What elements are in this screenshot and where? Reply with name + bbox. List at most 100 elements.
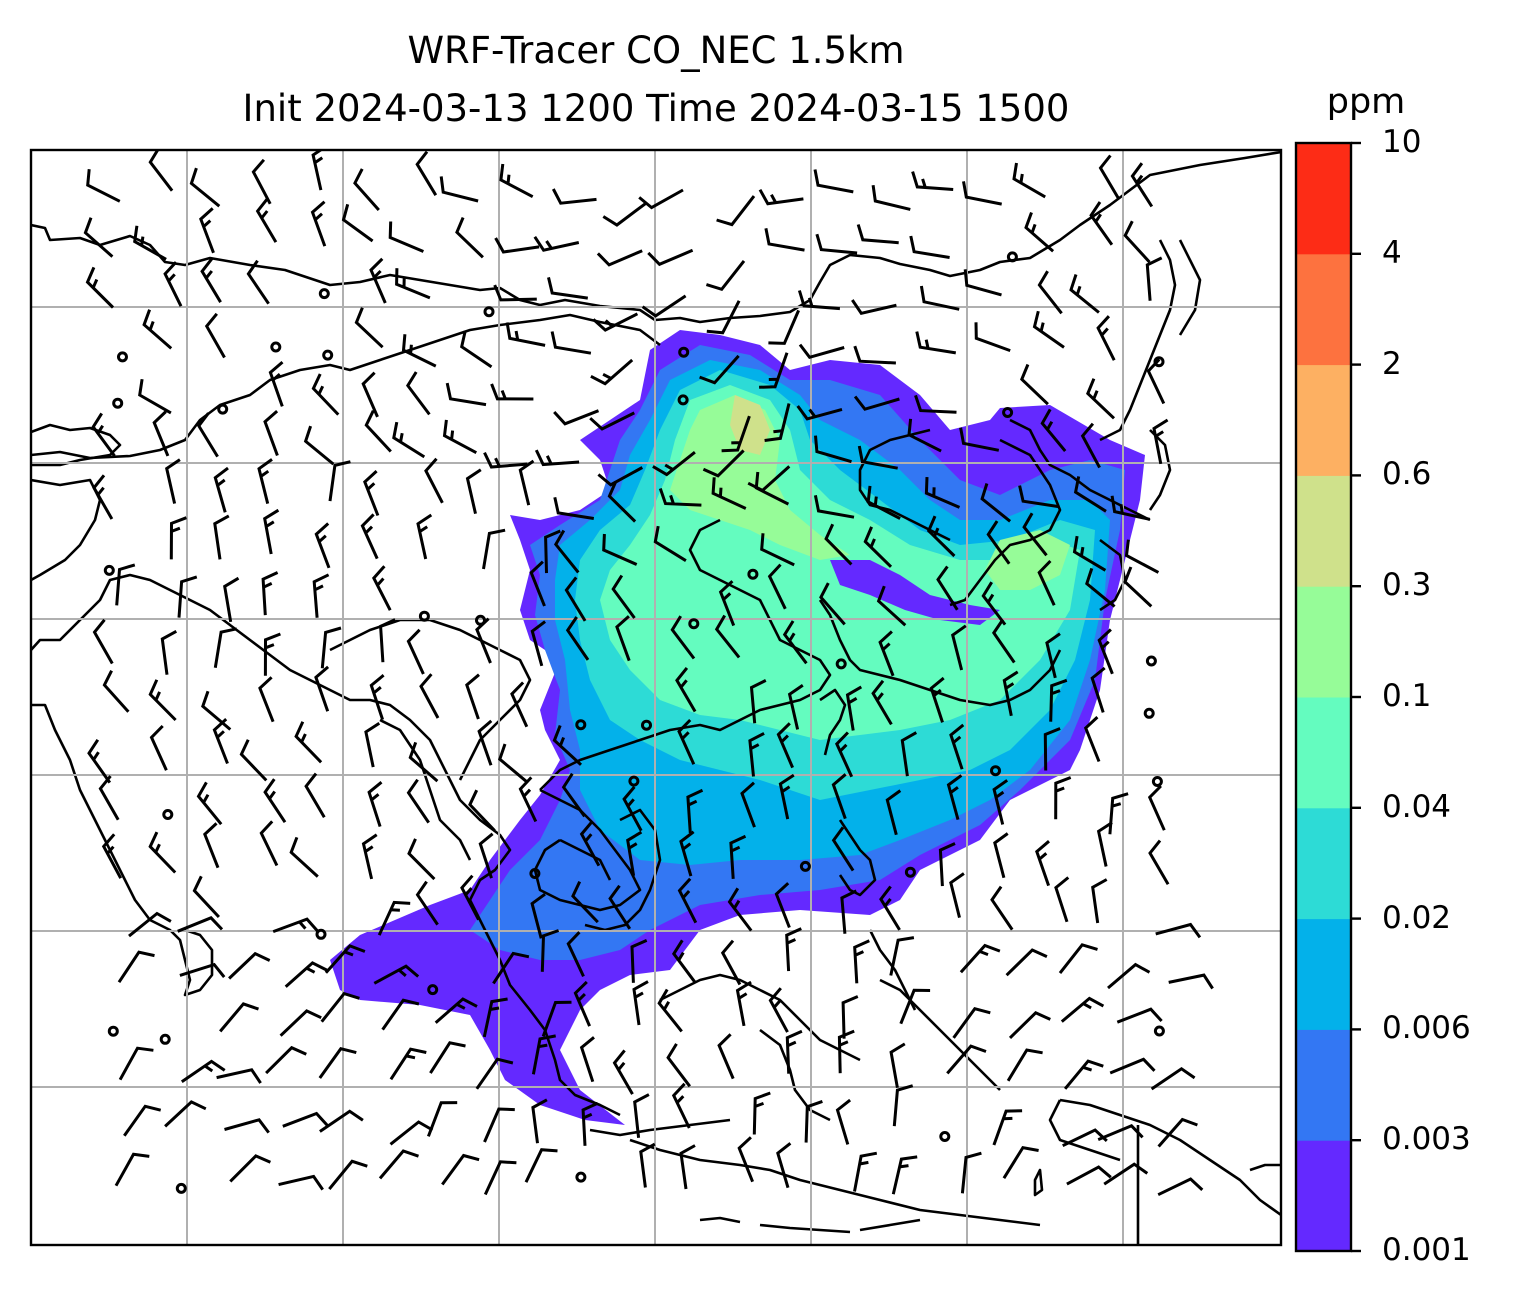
- wind-barb: [819, 582, 846, 626]
- wind-barb: [699, 354, 740, 385]
- wind-barb: [889, 936, 915, 976]
- wind-barb: [128, 911, 172, 938]
- wind-barb: [1080, 422, 1101, 469]
- wind-barb: [653, 525, 687, 562]
- calm-wind-marker: [107, 1025, 119, 1037]
- wind-barb: [796, 405, 843, 421]
- wind-barb: [341, 203, 374, 243]
- field-band-0.1-east: [985, 530, 1070, 590]
- wind-barb: [936, 565, 959, 611]
- wind-barb: [837, 1029, 855, 1074]
- wind-barb: [835, 1098, 852, 1145]
- wind-barb: [405, 371, 431, 416]
- calm-wind-marker: [117, 351, 128, 363]
- wind-barb: [630, 939, 648, 983]
- wind-barb: [915, 331, 957, 355]
- wind-barb: [189, 167, 221, 208]
- wind-barb: [138, 378, 172, 415]
- wind-barb: [149, 724, 168, 771]
- wind-barb: [1040, 408, 1067, 453]
- wind-barb: [986, 520, 1011, 565]
- wind-barb: [602, 533, 638, 566]
- wind-barb: [611, 574, 636, 619]
- wind-barb: [85, 266, 115, 309]
- wind-barb: [419, 673, 440, 719]
- wind-barb: [1124, 539, 1160, 574]
- wind-barb: [408, 741, 439, 783]
- wind-barb: [367, 781, 383, 828]
- wind-barb: [246, 259, 270, 305]
- calm-wind-marker: [1145, 655, 1157, 667]
- wind-barb: [278, 1174, 324, 1191]
- wind-barb: [1107, 962, 1151, 990]
- wind-barb: [196, 781, 223, 826]
- wind-barb: [388, 221, 424, 253]
- wind-barbs: [83, 150, 1214, 1197]
- wind-barb: [377, 900, 411, 936]
- wind-barb: [798, 343, 845, 360]
- wind-barb: [494, 237, 540, 254]
- wind-barb: [279, 1009, 322, 1037]
- wind-barb: [938, 842, 956, 887]
- wind-barb: [891, 1155, 918, 1195]
- wind-barb: [1123, 566, 1153, 608]
- wind-barb: [1022, 512, 1048, 557]
- wind-barb: [529, 560, 546, 607]
- wind-barb: [328, 460, 351, 502]
- wind-barb: [857, 445, 898, 470]
- wind-barb: [924, 477, 961, 509]
- calm-wind-marker: [159, 1033, 171, 1045]
- wind-barb: [310, 200, 327, 247]
- wind-barb: [590, 358, 634, 386]
- wind-barb: [465, 468, 482, 515]
- wind-barb: [1097, 628, 1114, 675]
- wind-barb: [1157, 1117, 1198, 1148]
- wind-barb: [213, 627, 238, 668]
- wind-barb: [482, 997, 508, 1038]
- colorbar-tick-label: 0.02: [1382, 899, 1452, 936]
- title-line-2: Init 2024-03-13 1200 Time 2024-03-15 150…: [242, 87, 1070, 130]
- wind-barb: [465, 673, 480, 720]
- wind-barb: [949, 872, 965, 918]
- wind-barb: [853, 939, 870, 984]
- wind-barb: [641, 294, 687, 318]
- colorbar-frame: [1294, 141, 1353, 1253]
- wind-barb: [602, 202, 647, 227]
- wind-barb: [1012, 162, 1046, 199]
- wind-barb: [318, 1046, 357, 1079]
- wind-barb: [86, 169, 121, 203]
- wind-barb: [415, 880, 439, 926]
- wind-barb: [148, 150, 174, 192]
- title-line-1: WRF-Tracer CO_NEC 1.5km: [407, 29, 905, 72]
- wind-barb: [475, 1057, 514, 1090]
- wind-barb: [899, 988, 931, 1025]
- wind-barb: [735, 980, 752, 1027]
- wind-barb: [294, 721, 323, 764]
- wind-barb: [1066, 1165, 1112, 1186]
- wind-barb: [1073, 476, 1107, 513]
- wind-barb: [441, 1153, 480, 1186]
- wind-barb: [179, 962, 226, 979]
- calm-wind-marker: [529, 868, 541, 879]
- wind-barb: [879, 885, 901, 931]
- wind-barb: [478, 832, 494, 879]
- wind-barb: [255, 197, 278, 243]
- wind-barb: [320, 626, 342, 669]
- wind-barb: [612, 1049, 634, 1095]
- calm-wind-marker: [678, 346, 690, 358]
- wind-barb: [133, 225, 167, 261]
- calm-wind-marker: [418, 610, 430, 622]
- wind-barb: [541, 1000, 572, 1037]
- wind-barb: [841, 995, 859, 1039]
- wind-barb: [1085, 567, 1116, 608]
- wind-barb: [1097, 1124, 1144, 1141]
- wind-barb: [737, 1136, 754, 1183]
- wind-barb: [219, 1002, 259, 1033]
- wind-barb: [201, 690, 232, 731]
- colorbar-segment: [1296, 475, 1351, 587]
- wind-barb: [361, 833, 378, 880]
- wind-barb: [804, 1099, 823, 1143]
- wind-barb: [778, 773, 795, 820]
- wind-barb: [1098, 154, 1121, 200]
- wind-barb: [1043, 727, 1061, 771]
